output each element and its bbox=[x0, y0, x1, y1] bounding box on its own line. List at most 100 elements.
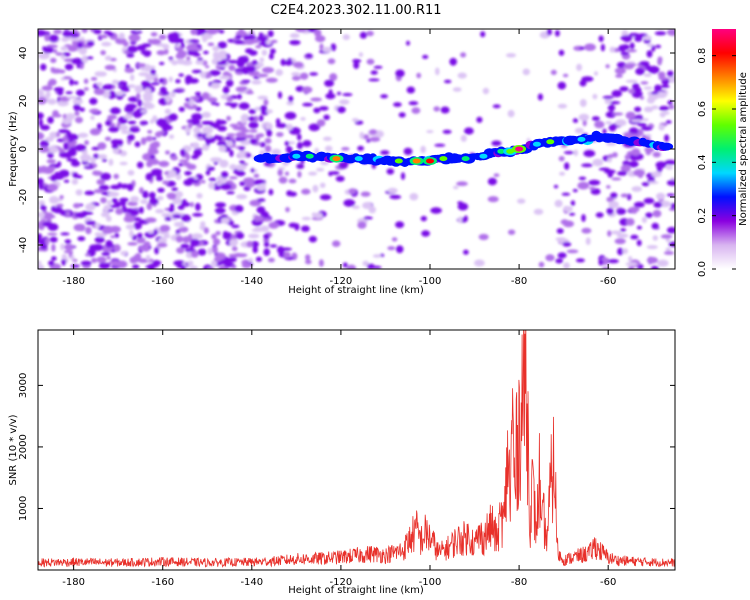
noise-blob bbox=[579, 79, 587, 87]
noise-blob bbox=[74, 111, 80, 116]
noise-blob bbox=[285, 207, 290, 213]
noise-blob bbox=[338, 161, 349, 169]
noise-blob bbox=[656, 163, 663, 168]
noise-blob bbox=[208, 70, 221, 76]
noise-blob bbox=[620, 164, 631, 173]
noise-blob bbox=[231, 224, 240, 229]
noise-blob bbox=[296, 141, 303, 150]
noise-blob bbox=[291, 75, 301, 81]
noise-blob bbox=[39, 146, 49, 153]
noise-blob bbox=[145, 73, 155, 82]
noise-blob bbox=[91, 257, 97, 264]
noise-blob bbox=[86, 56, 94, 60]
noise-blob bbox=[342, 93, 353, 97]
noise-blob bbox=[553, 184, 559, 189]
noise-blob bbox=[207, 247, 213, 255]
noise-blob bbox=[323, 114, 330, 121]
spectrogram-signal-layer bbox=[253, 130, 674, 167]
noise-blob bbox=[248, 121, 259, 129]
snr-x-axis-label: Height of straight line (km) bbox=[288, 585, 424, 596]
noise-blob bbox=[411, 107, 421, 114]
noise-blob bbox=[119, 161, 128, 166]
noise-blob bbox=[270, 39, 278, 44]
noise-blob bbox=[175, 235, 184, 243]
noise-blob bbox=[257, 198, 266, 203]
snr-frame bbox=[37, 329, 676, 571]
noise-blob bbox=[123, 216, 135, 223]
noise-blob bbox=[263, 241, 270, 248]
noise-blob bbox=[104, 136, 112, 141]
noise-blob bbox=[139, 120, 149, 125]
noise-blob bbox=[72, 172, 78, 178]
noise-blob bbox=[554, 199, 563, 208]
noise-blob bbox=[184, 171, 192, 176]
snr-y-tick-label: 3000 bbox=[18, 373, 29, 398]
noise-blob bbox=[171, 60, 178, 66]
snr-x-tick-label: -60 bbox=[600, 577, 616, 588]
noise-blob bbox=[578, 113, 590, 121]
noise-blob bbox=[51, 113, 62, 118]
noise-blob bbox=[657, 57, 662, 66]
noise-blob bbox=[50, 57, 57, 64]
noise-blob bbox=[158, 122, 170, 128]
noise-blob bbox=[563, 262, 570, 269]
noise-blob bbox=[308, 123, 320, 132]
noise-blob bbox=[137, 258, 149, 264]
noise-blob bbox=[275, 123, 287, 129]
noise-blob bbox=[208, 181, 215, 189]
noise-blob bbox=[291, 72, 301, 77]
noise-blob bbox=[505, 53, 517, 58]
noise-blob bbox=[74, 144, 87, 152]
noise-blob bbox=[155, 209, 165, 214]
noise-blob bbox=[205, 65, 210, 69]
noise-blob bbox=[67, 133, 79, 141]
noise-blob bbox=[380, 94, 388, 99]
noise-blob bbox=[264, 122, 273, 131]
noise-blob bbox=[346, 264, 357, 269]
noise-blob bbox=[609, 46, 615, 53]
noise-blob bbox=[57, 100, 69, 107]
noise-blob bbox=[104, 55, 112, 61]
noise-blob bbox=[406, 86, 415, 94]
noise-blob bbox=[213, 186, 221, 191]
noise-blob bbox=[169, 134, 175, 139]
noise-blob bbox=[157, 187, 165, 193]
noise-blob bbox=[641, 126, 653, 131]
noise-blob bbox=[50, 174, 58, 182]
noise-blob bbox=[254, 179, 266, 184]
noise-blob bbox=[38, 178, 44, 185]
noise-blob bbox=[211, 260, 218, 267]
noise-blob bbox=[213, 238, 221, 246]
noise-blob bbox=[367, 263, 375, 269]
noise-blob bbox=[98, 184, 110, 191]
noise-blob bbox=[113, 173, 119, 180]
noise-blob bbox=[85, 226, 92, 235]
noise-blob bbox=[268, 188, 274, 196]
noise-blob bbox=[670, 202, 675, 210]
noise-blob bbox=[362, 202, 373, 209]
noise-blob bbox=[210, 82, 221, 89]
noise-blob bbox=[38, 200, 45, 206]
noise-blob bbox=[130, 196, 140, 203]
noise-blob bbox=[658, 105, 670, 111]
noise-blob bbox=[58, 129, 70, 134]
noise-blob bbox=[126, 183, 134, 192]
noise-blob bbox=[665, 120, 672, 124]
noise-blob bbox=[202, 126, 214, 134]
noise-blob bbox=[226, 115, 232, 121]
noise-blob bbox=[574, 127, 584, 134]
noise-blob bbox=[348, 188, 357, 195]
noise-blob bbox=[591, 116, 600, 121]
noise-blob bbox=[38, 52, 50, 60]
noise-blob bbox=[101, 158, 108, 162]
noise-blob bbox=[493, 173, 500, 177]
noise-blob bbox=[164, 216, 172, 222]
noise-blob bbox=[187, 181, 192, 186]
noise-blob bbox=[231, 246, 238, 252]
noise-blob bbox=[46, 146, 59, 154]
noise-blob bbox=[372, 254, 382, 258]
noise-blob bbox=[579, 46, 586, 50]
noise-blob bbox=[185, 75, 193, 83]
noise-blob bbox=[589, 186, 596, 190]
noise-blob bbox=[157, 242, 168, 248]
